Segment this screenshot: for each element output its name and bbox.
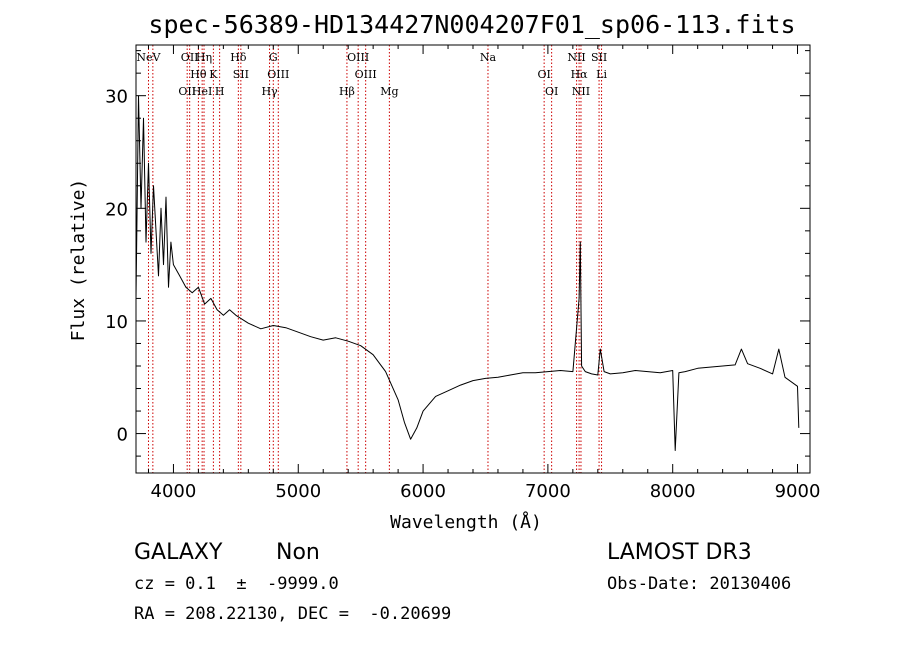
y-tick-label: 20 xyxy=(105,199,128,220)
plot-frame xyxy=(135,44,811,474)
x-tick-label: 7000 xyxy=(525,481,571,502)
obs-date-text: Obs-Date: 20130406 xyxy=(607,574,791,594)
emission-line-label: G xyxy=(269,51,278,64)
emission-line-label: OIII xyxy=(267,68,289,81)
object-subclass: Non xyxy=(276,540,320,565)
y-tick-label: 10 xyxy=(105,312,128,333)
emission-line-label: OII xyxy=(181,51,199,64)
chart-title: spec-56389-HD134427N004207F01_sp06-113.f… xyxy=(148,10,795,39)
emission-line-label: OIII xyxy=(355,68,377,81)
y-tick-label: 0 xyxy=(117,425,128,446)
y-axis: 0 10 20 30 xyxy=(105,50,810,457)
emission-line-label: Hθ xyxy=(190,68,207,81)
emission-line-label: Mg xyxy=(380,85,398,98)
emission-line-label: OI xyxy=(537,68,550,81)
emission-line-label: OII xyxy=(178,85,196,98)
x-tick-label: 6000 xyxy=(400,481,446,502)
emission-line-label: Hδ xyxy=(230,51,247,64)
emission-line-label: SII xyxy=(591,51,607,64)
coordinates-text: RA = 208.22130, DEC = -0.20699 xyxy=(134,604,451,624)
emission-line-label: Hγ xyxy=(261,85,278,98)
emission-line-label: HeI xyxy=(192,85,212,98)
redshift-text: cz = 0.1 ± -9999.0 xyxy=(134,574,339,594)
emission-line-label: Hα xyxy=(571,68,589,81)
emission-line-label: Li xyxy=(596,68,607,81)
emission-line-label: NeV xyxy=(136,51,161,64)
emission-line-label: H xyxy=(215,85,225,98)
emission-line-label: NII xyxy=(567,51,585,64)
emission-line-label: Hβ xyxy=(339,85,355,98)
emission-line-label: OIII xyxy=(347,51,369,64)
x-tick-label: 8000 xyxy=(650,481,696,502)
x-tick-label: 4000 xyxy=(151,481,197,502)
emission-line-markers xyxy=(147,45,603,473)
x-axis-label: Wavelength (Å) xyxy=(390,511,542,533)
x-tick-label: 9000 xyxy=(775,481,821,502)
emission-line-label: SII xyxy=(233,68,249,81)
x-tick-label: 5000 xyxy=(275,481,321,502)
emission-line-label: OI xyxy=(545,85,558,98)
emission-line-label: K xyxy=(209,68,218,81)
spectrum-line xyxy=(135,95,800,451)
y-axis-label: Flux (relative) xyxy=(68,179,89,342)
emission-line-label: NII xyxy=(572,85,590,98)
emission-line-label: Na xyxy=(480,51,497,64)
x-axis: 4000 5000 6000 7000 8000 9000 xyxy=(147,45,821,502)
y-tick-label: 30 xyxy=(105,87,128,108)
emission-line-label: Hη xyxy=(196,51,212,64)
object-class: GALAXY xyxy=(134,540,223,565)
emission-line-labels: NeVOIIOIIHθHeIHηKHHδSIIHγGOIIIHβOIIIOIII… xyxy=(136,51,607,98)
data-release: LAMOST DR3 xyxy=(607,540,752,565)
